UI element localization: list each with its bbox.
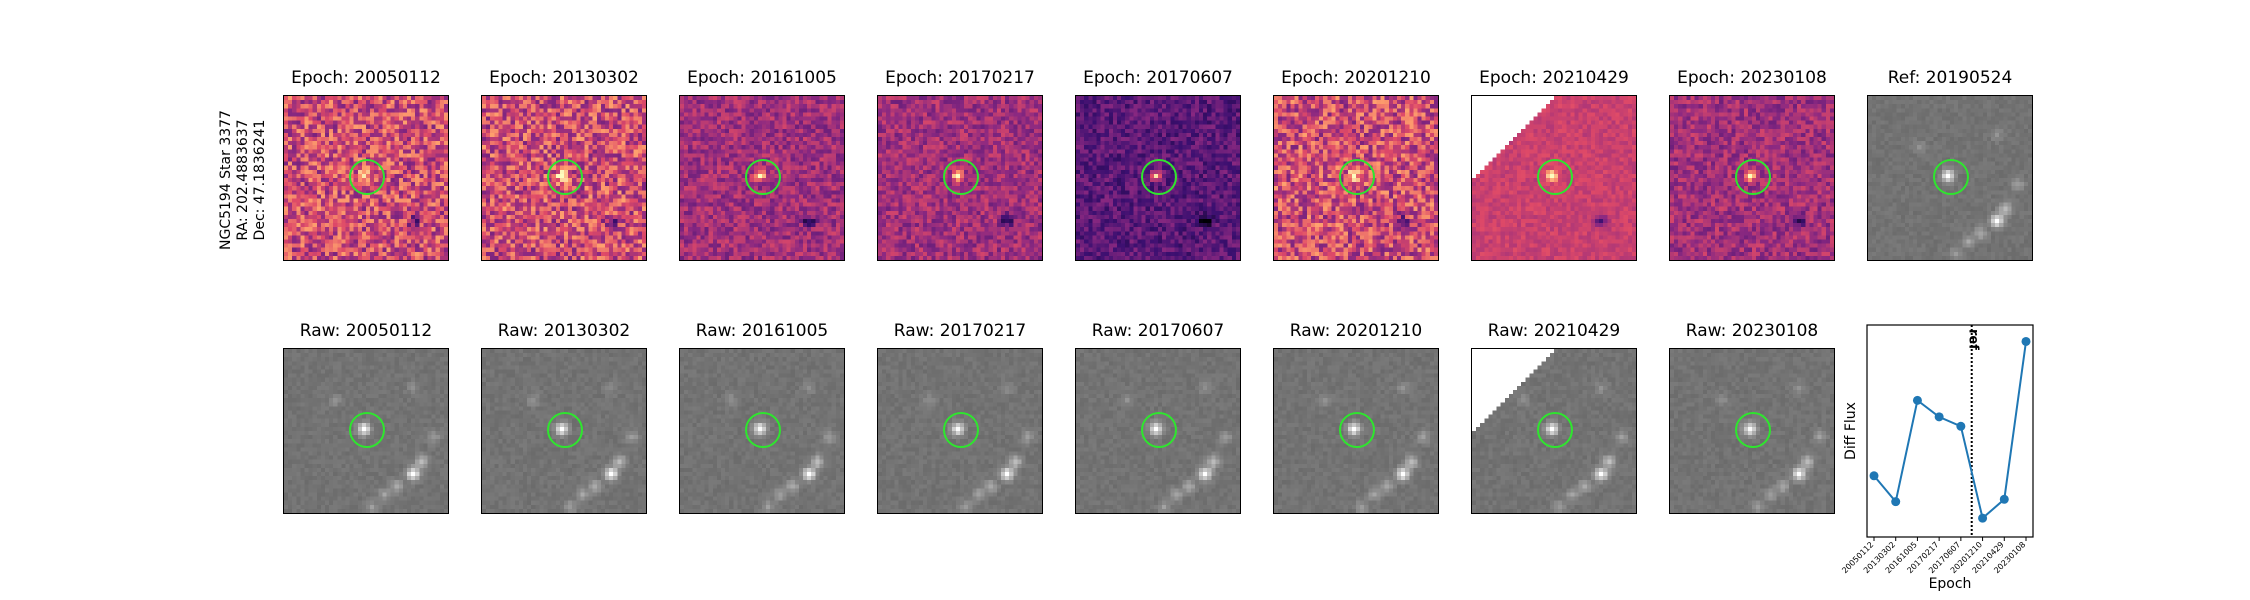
raw-panel-image [877,348,1043,514]
target-circle-marker [349,159,385,195]
diff-panel-title: Epoch: 20050112 [291,68,441,88]
data-point [1999,494,2009,504]
raw-panel-title: Raw: 20230108 [1685,321,1819,341]
diff-panel-title: Ref: 20190524 [1887,68,2013,88]
target-circle-marker [1537,159,1573,195]
y-axis-label: Diff Flux [1843,402,1859,460]
diff-panel-title: Epoch: 20230108 [1677,68,1827,88]
raw-panel-title: Raw: 20170217 [893,321,1027,341]
diff-panel-image [1669,95,1835,261]
target-circle-marker [1537,412,1573,448]
diff-panel-title: Epoch: 20210429 [1479,68,1629,88]
target-circle-marker [943,159,979,195]
diff-panel-image [679,95,845,261]
raw-panel-image [1669,348,1835,514]
series-line [1873,341,2027,520]
target-circle-marker [745,412,781,448]
raw-panel-image [1075,348,1241,514]
data-point [1934,412,1944,422]
data-point [2021,336,2031,346]
raw-panel-image [283,348,449,514]
raw-panel-image [481,348,647,514]
diff-panel-title: Epoch: 20201210 [1281,68,1431,88]
diff-panel-image [481,95,647,261]
diff-panel-title: Epoch: 20170607 [1083,68,1233,88]
ref-label: ref [1966,329,1981,350]
data-point [1869,471,1879,481]
raw-panel-title: Raw: 20170607 [1091,321,1225,341]
raw-panel-image [1471,348,1637,514]
target-circle-marker [1735,159,1771,195]
diff-panel-image [1471,95,1637,261]
diff-panel-title: Epoch: 20161005 [687,68,837,88]
target-circle-marker [1141,412,1177,448]
diff-panel-image [1867,95,2033,261]
data-point [1891,497,1901,507]
raw-panel-title: Raw: 20201210 [1289,321,1423,341]
raw-panel-title: Raw: 20130302 [497,321,631,341]
target-circle-marker [1141,159,1177,195]
target-circle-marker [1735,412,1771,448]
target-circle-marker [943,412,979,448]
target-circle-marker [745,159,781,195]
raw-panel-title: Raw: 20050112 [299,321,433,341]
raw-panel-title: Raw: 20161005 [695,321,829,341]
diff-panel-title: Epoch: 20130302 [489,68,639,88]
diff-panel-image [1273,95,1439,261]
target-circle-marker [547,159,583,195]
diff-panel-image [283,95,449,261]
target-circle-marker [349,412,385,448]
raw-panel-title: Raw: 20210429 [1487,321,1621,341]
target-circle-marker [1339,412,1375,448]
diff-panel-image [877,95,1043,261]
x-axis-label: Epoch [1929,576,1972,592]
data-point [1912,395,1922,405]
chart-frame [1866,324,2034,538]
target-circle-marker [1339,159,1375,195]
raw-panel-image [1273,348,1439,514]
data-point [1978,513,1988,523]
diff-panel-image [1075,95,1241,261]
diff-panel-title: Epoch: 20170217 [885,68,1035,88]
raw-panel-image [679,348,845,514]
data-point [1956,421,1966,431]
target-circle-marker [1933,159,1969,195]
target-circle-marker [547,412,583,448]
